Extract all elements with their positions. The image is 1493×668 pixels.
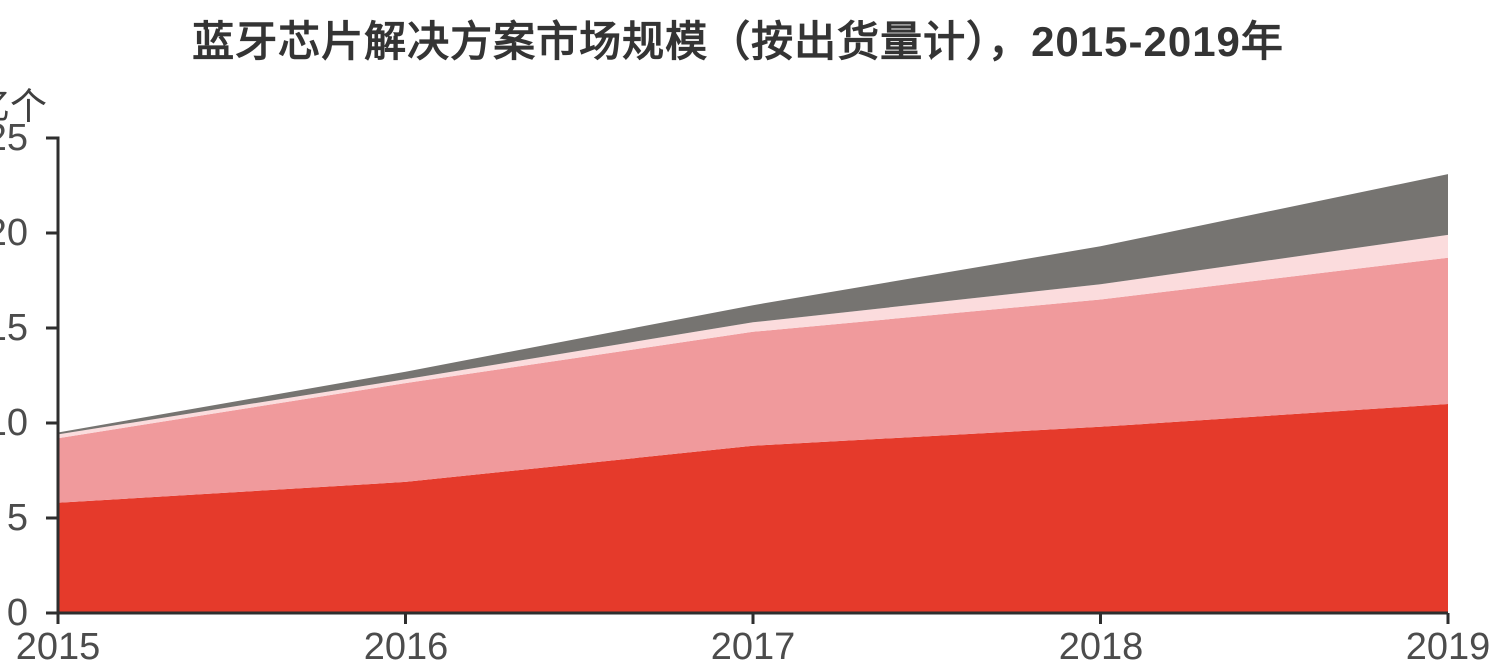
x-tick-label-2017: 2017 <box>710 626 796 668</box>
y-tick-label-10: 10 <box>0 402 28 444</box>
x-tick-label-2018: 2018 <box>1058 626 1144 668</box>
x-tick-label-2019: 2019 <box>1405 626 1491 668</box>
y-tick-label-5: 5 <box>6 497 28 539</box>
y-tick-label-25: 25 <box>0 117 28 159</box>
area-light-pink-band <box>58 234 1448 439</box>
x-tick-label-2015: 2015 <box>15 626 101 668</box>
area-pink-band <box>58 257 1448 503</box>
y-axis-unit-label: 亿个 <box>0 86 47 127</box>
y-tick-label-0: 0 <box>6 592 28 634</box>
x-tick-label-2016: 2016 <box>363 626 449 668</box>
area-gray-top-band <box>58 174 1448 435</box>
y-tick-label-15: 15 <box>0 307 28 349</box>
chart-title: 蓝牙芯片解决方案市场规模（按出货量计），2015-2019年 <box>192 18 1284 65</box>
y-tick-label-20: 20 <box>0 212 28 254</box>
area-red-bottom-band <box>58 404 1448 613</box>
